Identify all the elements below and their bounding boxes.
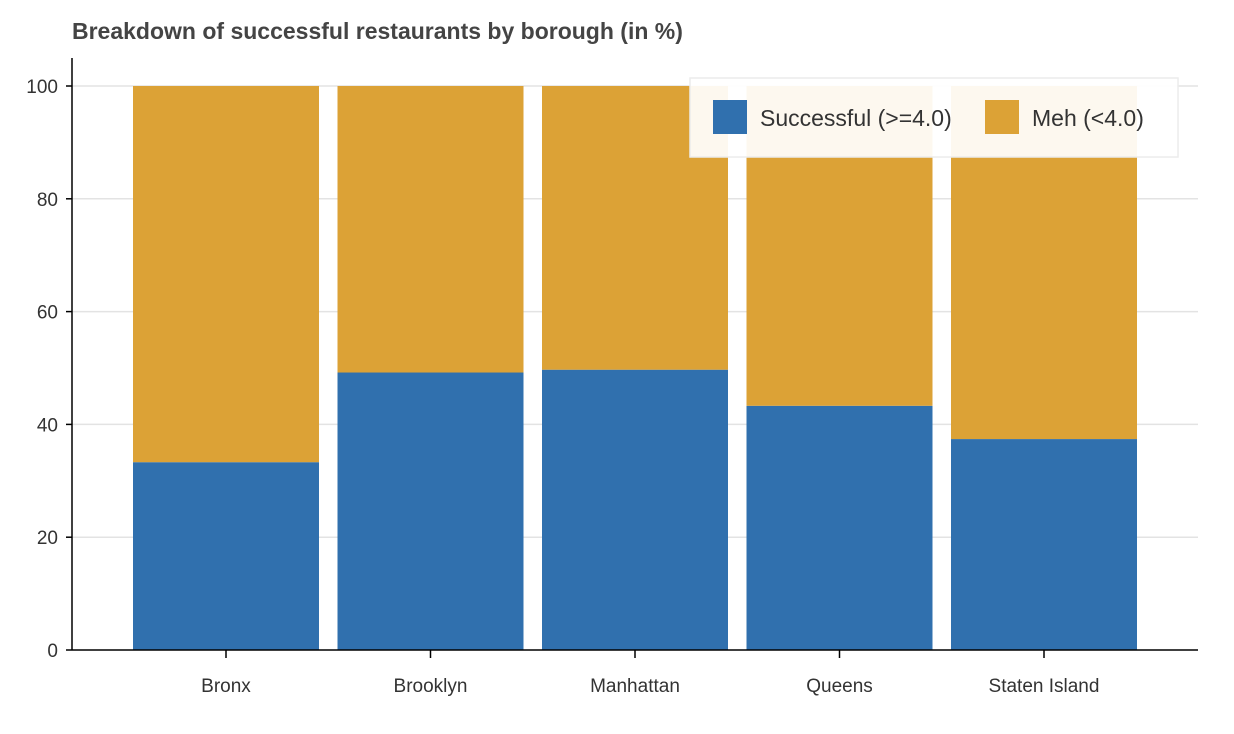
bar-bronx-successful (133, 462, 319, 650)
legend-swatch-successful (713, 100, 747, 134)
bar-queens-successful (746, 405, 933, 650)
y-tick-label: 100 (26, 77, 58, 98)
bar-bronx-meh (133, 86, 319, 463)
chart-title: Breakdown of successful restaurants by b… (72, 18, 683, 44)
y-tick-label: 80 (37, 190, 58, 211)
legend-label-successful[interactable]: Successful (>=4.0) (760, 105, 952, 131)
bar-brooklyn-successful (337, 372, 524, 650)
legend-label-meh[interactable]: Meh (<4.0) (1032, 105, 1144, 131)
legend[interactable]: Successful (>=4.0) Meh (<4.0) (689, 77, 1179, 158)
x-tick-label: Manhattan (590, 676, 680, 697)
legend-swatch-meh (985, 100, 1019, 134)
bar-brooklyn-meh (337, 86, 524, 373)
axes: 0 20 40 60 80 100 Bronx Brooklyn Manhattan Queens… (26, 58, 1198, 697)
bar-staten-island-successful (951, 439, 1137, 650)
x-tick-label: Staten Island (989, 676, 1100, 697)
x-tick-label: Brooklyn (394, 676, 468, 697)
bars (133, 86, 1137, 650)
legend-box (689, 77, 1179, 158)
y-tick-label: 60 (37, 303, 58, 324)
y-tick-label: 40 (37, 415, 58, 436)
y-tick-label: 0 (47, 641, 58, 662)
bar-manhattan-successful (542, 369, 728, 650)
y-tick-label: 20 (37, 528, 58, 549)
x-tick-label: Queens (806, 676, 873, 697)
x-tick-label: Bronx (201, 676, 251, 697)
